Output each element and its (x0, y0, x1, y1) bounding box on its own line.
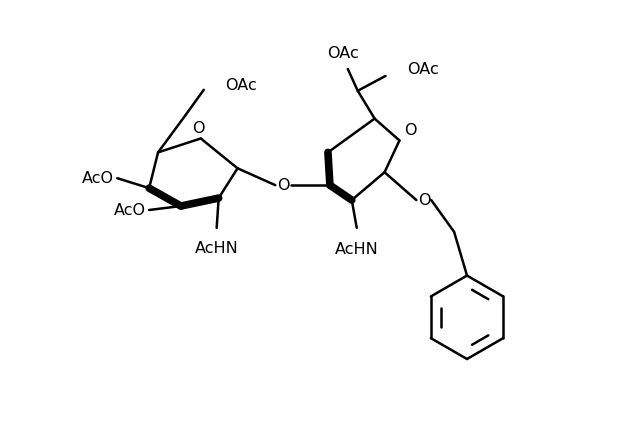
Text: AcHN: AcHN (195, 241, 238, 256)
Text: O: O (404, 123, 417, 139)
Text: OAc: OAc (408, 62, 439, 77)
Text: AcO: AcO (114, 203, 146, 218)
Text: AcO: AcO (82, 171, 115, 186)
Text: O: O (192, 122, 205, 136)
Text: OAc: OAc (225, 78, 257, 93)
Text: O: O (277, 178, 289, 193)
Text: OAc: OAc (327, 46, 359, 61)
Text: AcHN: AcHN (335, 242, 378, 257)
Text: O: O (418, 192, 431, 208)
